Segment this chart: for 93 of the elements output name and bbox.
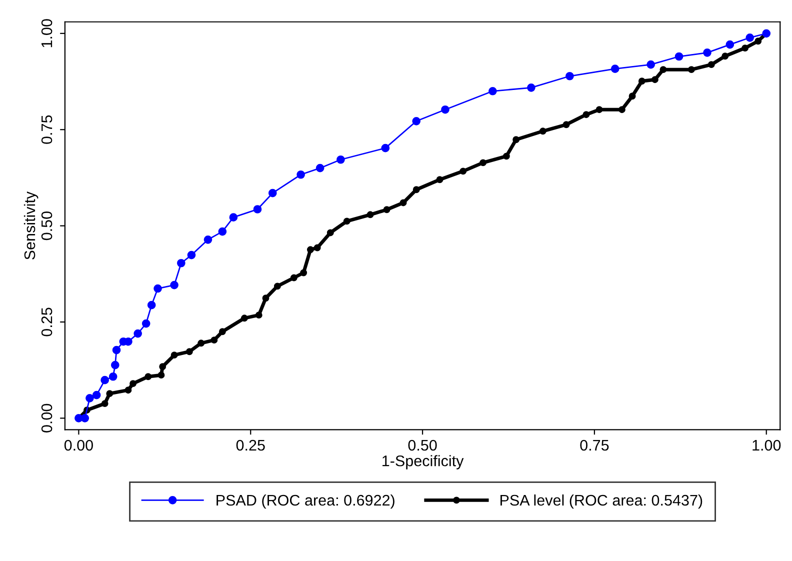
point: [130, 380, 136, 388]
point: [596, 106, 603, 114]
point: [134, 329, 142, 338]
point: [187, 250, 196, 260]
x-tick-label: 0.50: [408, 440, 437, 451]
point: [274, 282, 281, 290]
point: [86, 394, 94, 402]
point: [562, 121, 570, 128]
point: [108, 372, 118, 381]
point: [240, 314, 248, 322]
point: [198, 340, 205, 347]
point: [381, 144, 390, 152]
point: [660, 66, 667, 74]
point: [436, 176, 444, 184]
point: [262, 294, 270, 302]
point: [400, 199, 407, 206]
point: [112, 346, 121, 354]
x-tick-label: 0.00: [64, 440, 93, 451]
point: [742, 44, 749, 52]
point: [488, 86, 497, 96]
point: [638, 78, 646, 85]
point: [218, 227, 227, 236]
y-axis-title: Sensitivity: [24, 191, 38, 260]
point: [412, 116, 421, 126]
x-axis-title: 1-Specificity: [382, 455, 464, 470]
point: [101, 400, 108, 408]
point: [159, 363, 166, 370]
point: [106, 390, 114, 398]
point: [144, 373, 152, 380]
point: [176, 258, 186, 268]
y-tick-label: 0.75: [41, 115, 52, 144]
point: [326, 229, 334, 236]
point: [688, 66, 695, 74]
y-tick-label: 0.25: [41, 308, 52, 336]
point: [722, 52, 729, 60]
point: [674, 52, 684, 61]
point: [316, 164, 324, 172]
point: [186, 348, 193, 356]
y-tick-label: 1.00: [41, 19, 52, 48]
point: [290, 274, 298, 282]
point: [158, 372, 165, 379]
point: [512, 136, 520, 144]
point: [170, 280, 178, 290]
point: [124, 386, 132, 394]
x-tick-label: 0.75: [580, 440, 609, 451]
y-tick-label: 0.50: [41, 212, 52, 240]
point: [566, 72, 574, 80]
point: [142, 319, 150, 328]
legend-label: PSA level (ROC area: 0.5437): [500, 494, 702, 509]
point: [539, 128, 546, 135]
point: [80, 414, 90, 422]
point: [754, 38, 762, 45]
point: [218, 328, 226, 336]
point: [383, 206, 390, 214]
point: [300, 269, 308, 276]
point: [527, 84, 536, 92]
point: [708, 61, 715, 68]
point: [268, 188, 277, 198]
point: [646, 60, 656, 69]
point: [366, 211, 374, 218]
point: [651, 76, 658, 84]
point: [412, 186, 420, 194]
point: [480, 159, 487, 166]
point: [441, 105, 450, 114]
point: [628, 92, 636, 100]
point: [110, 360, 120, 370]
y-tick-label: 0.00: [41, 404, 52, 432]
point: [204, 235, 212, 244]
point: [306, 246, 314, 254]
point: [336, 155, 345, 164]
point: [229, 213, 238, 222]
point: [726, 40, 734, 49]
x-tick-label: 1.00: [752, 440, 781, 451]
point: [502, 152, 510, 160]
point: [210, 336, 218, 344]
point: [147, 300, 156, 310]
point: [170, 352, 178, 359]
point: [154, 284, 162, 293]
point: [255, 312, 262, 319]
point: [296, 170, 305, 179]
point: [460, 168, 467, 175]
point: [746, 33, 754, 42]
point: [92, 390, 101, 400]
legend-label: PSAD (ROC area: 0.6922): [216, 494, 394, 509]
point: [618, 106, 626, 114]
point: [703, 48, 712, 57]
x-tick-label: 0.25: [236, 440, 265, 451]
point: [314, 244, 321, 252]
point: [582, 111, 590, 118]
point: [253, 205, 262, 214]
point: [610, 64, 620, 73]
point: [100, 376, 109, 384]
point: [343, 218, 350, 225]
